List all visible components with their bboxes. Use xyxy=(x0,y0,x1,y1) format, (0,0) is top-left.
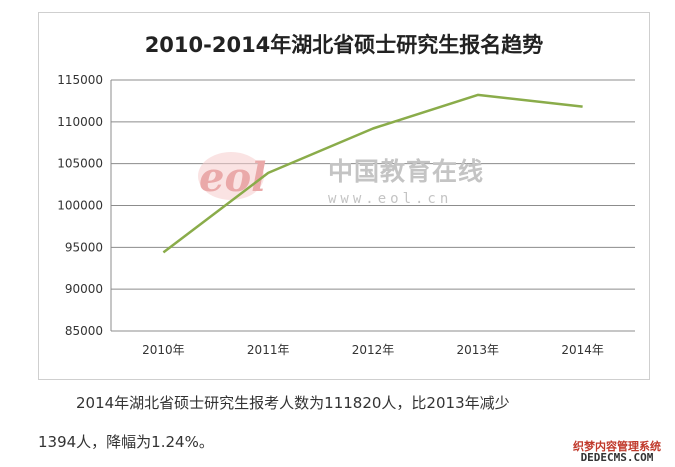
y-tick-label: 90000 xyxy=(65,282,103,296)
chart-title: 2010-2014年湖北省硕士研究生报名趋势 xyxy=(144,33,544,57)
badge-line-1: 织梦内容管理系统 xyxy=(573,439,661,453)
series-layer xyxy=(162,93,583,254)
x-tick-label: 2010年 xyxy=(142,343,185,357)
chart-frame: 2010-2014年湖北省硕士研究生报名趋势 eol 中国教育在线 www.eo… xyxy=(38,12,650,380)
x-axis: 2010年 2011年 2012年 2013年 2014年 xyxy=(110,80,604,357)
y-axis: 85000 90000 95000 100000 105000 110000 115000 xyxy=(57,73,103,338)
y-tick-label: 115000 xyxy=(57,73,103,87)
dedecms-badge[interactable]: 织梦内容管理系统 DEDECMS.COM xyxy=(562,441,672,464)
y-tick-label: 95000 xyxy=(65,240,103,254)
y-tick-label: 85000 xyxy=(65,324,103,338)
caption-line-2: 1394人，降幅为1.24%。 xyxy=(38,433,214,451)
line-chart: eol 中国教育在线 www.eol.cn 85000 90000 95000 100… xyxy=(57,73,635,357)
watermark-logo-text: eol xyxy=(199,154,266,201)
eol-watermark: eol 中国教育在线 www.eol.cn xyxy=(198,152,484,207)
caption-line-1: 2014年湖北省硕士研究生报考人数为111820人，比2013年减少 xyxy=(76,394,510,412)
x-tick-label: 2013年 xyxy=(457,343,500,357)
badge-line-2: DEDECMS.COM xyxy=(580,451,654,465)
watermark-url: www.eol.cn xyxy=(328,191,452,207)
y-tick-label: 110000 xyxy=(57,115,103,129)
x-tick-label: 2014年 xyxy=(561,343,604,357)
gridlines xyxy=(111,79,635,332)
x-tick-label: 2011年 xyxy=(247,343,290,357)
x-tick-label: 2012年 xyxy=(352,343,395,357)
watermark-site-name: 中国教育在线 xyxy=(328,157,484,186)
y-tick-label: 105000 xyxy=(57,157,103,171)
y-tick-label: 100000 xyxy=(57,199,103,213)
